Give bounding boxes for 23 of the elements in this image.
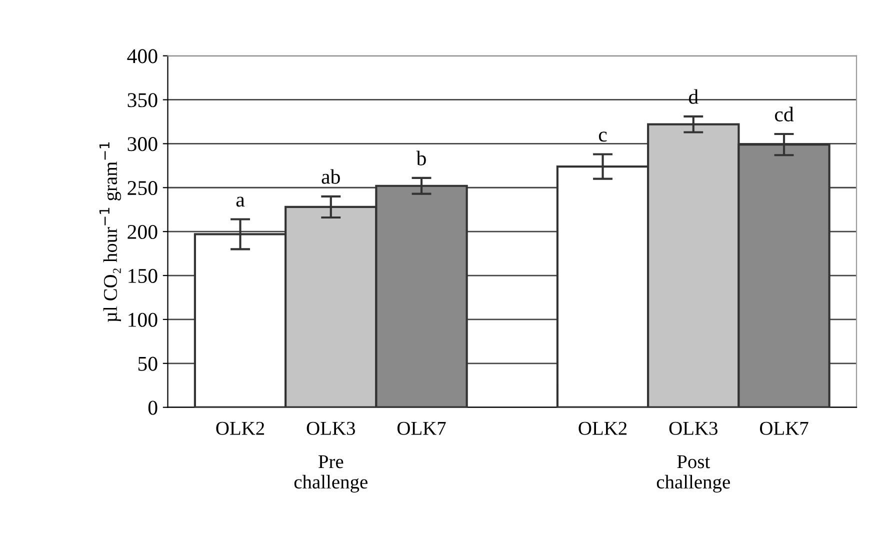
y-tick-label: 250 bbox=[128, 181, 158, 196]
x-tick-label: OLK2 bbox=[216, 422, 264, 435]
text: Post challenge bbox=[656, 455, 730, 493]
y-tick-label: 0 bbox=[148, 400, 158, 415]
y-axis-title: µl CO₂ hour$^{−1}$ gram$^{−1}$ bbox=[99, 142, 122, 322]
x-tick-label: OLK7 bbox=[397, 422, 446, 435]
y-tick-label: 350 bbox=[128, 93, 158, 108]
y-tick-label: 50 bbox=[138, 356, 158, 371]
annotation: a bbox=[236, 196, 245, 207]
annotation: c bbox=[598, 132, 607, 142]
annotation: cd bbox=[774, 106, 794, 122]
x-tick-label: OLK3 bbox=[669, 422, 718, 435]
y-tick-label: 300 bbox=[128, 137, 158, 152]
x-tick-label: OLK2 bbox=[578, 422, 627, 435]
y-tick-label: 100 bbox=[128, 312, 158, 327]
x-tick-label: OLK7 bbox=[760, 422, 808, 435]
y-tick-label: 400 bbox=[127, 49, 158, 64]
annotation: b bbox=[416, 150, 426, 166]
text: Pre challenge bbox=[294, 455, 368, 493]
annotation: ab bbox=[322, 169, 340, 184]
y-tick-label: 200 bbox=[128, 224, 158, 240]
x-tick-label: OLK3 bbox=[306, 422, 355, 435]
y-tick-label: 150 bbox=[128, 268, 158, 283]
